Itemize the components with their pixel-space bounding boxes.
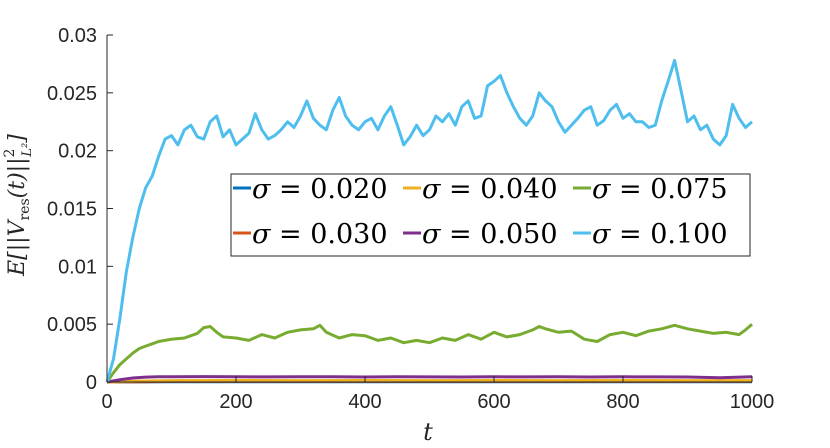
y-tick-label: 0.005 (47, 314, 97, 336)
x-tick-label: 200 (219, 391, 252, 413)
y-tick-label: 0 (86, 372, 97, 394)
x-tick-label: 400 (348, 391, 381, 413)
legend-label: σ = 0.075 (592, 174, 728, 205)
y-axis-label: E[||Vres(t)||2 L²] (2, 134, 35, 277)
x-tick-label: 600 (477, 391, 510, 413)
y-axis-label-end: ] (5, 134, 30, 144)
x-tick-label: 0 (101, 391, 112, 413)
x-tick-label: 1000 (730, 391, 775, 413)
x-tick-label: 800 (606, 391, 639, 413)
legend-box (230, 173, 751, 257)
y-tick-label: 0.025 (47, 83, 97, 105)
series-line-4 (106, 375, 753, 384)
legend-label: σ = 0.050 (422, 219, 558, 250)
y-axis-label-sub: res (17, 198, 33, 220)
series-line-3 (106, 379, 752, 384)
y-axis-label-sub2: L² (20, 143, 35, 158)
series-line-5 (105, 323, 753, 383)
series-line-6 (105, 58, 753, 383)
y-axis-label-base: E[||V (5, 218, 30, 276)
legend-label: σ = 0.030 (252, 219, 388, 250)
tick-labels: 0 200 400 600 800 1000 0 0.005 0.01 0.015 0.02 0.02… (47, 25, 774, 413)
y-axis-label-mid: (t)|| (5, 158, 30, 199)
y-tick-label: 0.03 (58, 25, 97, 47)
y-axis-label-sup: 2 (2, 149, 18, 158)
y-tick-label: 0.01 (58, 256, 97, 278)
legend-label: σ = 0.040 (422, 174, 558, 205)
legend: σ = 0.020 σ = 0.030 σ = 0.040 σ = 0.050 σ = … (230, 173, 751, 257)
x-axis-label: t (423, 418, 433, 446)
y-tick-label: 0.015 (47, 199, 97, 221)
y-tick-label: 0.02 (58, 141, 97, 163)
legend-label: σ = 0.020 (252, 174, 388, 205)
svg-text:E[||Vres(t)||2L²]: E[||Vres(t)||2 L²] (2, 134, 35, 277)
axes (106, 34, 753, 383)
legend-label: σ = 0.100 (592, 219, 728, 250)
